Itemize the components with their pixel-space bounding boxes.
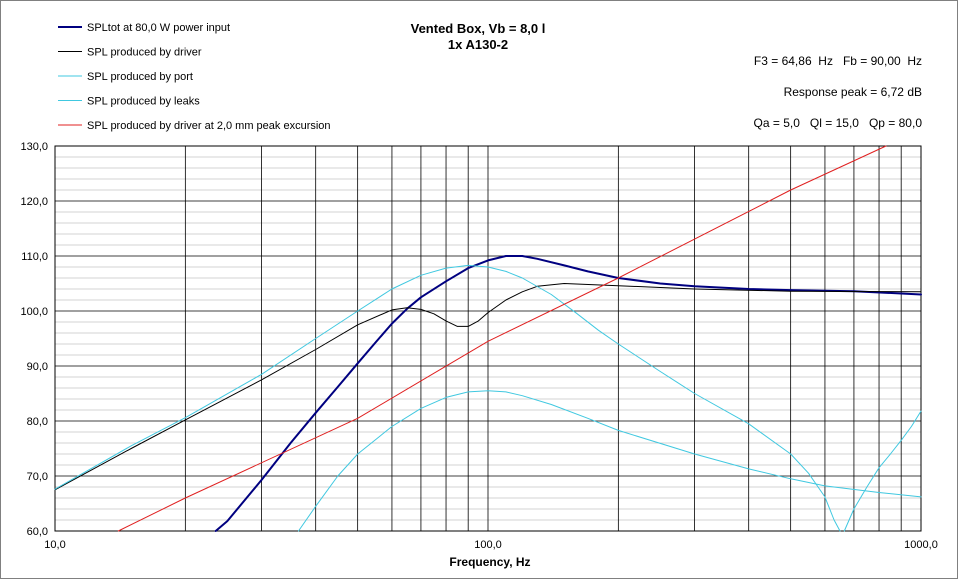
- annotation-f3-fb: F3 = 64,86 Hz Fb = 90,00 Hz: [754, 54, 922, 68]
- y-tick-label: 100,0: [20, 306, 48, 318]
- series-line-2: [54, 264, 841, 532]
- legend-label: SPL produced by leaks: [87, 96, 200, 108]
- series-line-5: [117, 145, 887, 532]
- series-line-4: [843, 410, 922, 532]
- chart-title: Vented Box, Vb = 8,0 l: [411, 21, 546, 36]
- legend-label: SPL produced by driver at 2,0 mm peak ex…: [87, 120, 331, 132]
- series-line-0: [214, 255, 922, 532]
- y-tick-label: 120,0: [20, 196, 48, 208]
- x-tick-label: 10,0: [44, 539, 65, 551]
- annotation-q-values: Qa = 5,0 Ql = 15,0 Qp = 80,0: [754, 116, 923, 130]
- series-line-3: [298, 390, 922, 532]
- legend: SPLtot at 80,0 W power input SPL produced…: [58, 22, 331, 132]
- x-tick-label: 1000,0: [904, 539, 938, 551]
- annotation-response-peak: Response peak = 6,72 dB: [784, 85, 922, 99]
- y-tick-label: 90,0: [27, 361, 48, 373]
- curves: [54, 145, 922, 532]
- x-axis-label: Frequency, Hz: [449, 555, 530, 569]
- y-tick-label: 80,0: [27, 416, 48, 428]
- grid-major: [55, 145, 921, 532]
- plot-area-border: [54, 145, 922, 532]
- x-tick-label: 100,0: [474, 539, 502, 551]
- legend-label: SPL produced by driver: [87, 47, 202, 59]
- legend-label: SPL produced by port: [87, 71, 193, 83]
- x-tick-labels: 10,0 100,0 1000,0: [44, 539, 938, 551]
- y-tick-labels: 60,0 70,0 80,0 90,0 100,0 110,0 120,0 130,0: [20, 141, 48, 538]
- y-tick-label: 60,0: [27, 526, 48, 538]
- series-line-1: [54, 283, 922, 491]
- chart-subtitle: 1x A130-2: [448, 37, 508, 52]
- y-tick-label: 110,0: [21, 251, 48, 263]
- y-tick-label: 70,0: [27, 471, 48, 483]
- y-tick-label: 130,0: [20, 141, 48, 153]
- legend-label: SPLtot at 80,0 W power input: [87, 22, 230, 34]
